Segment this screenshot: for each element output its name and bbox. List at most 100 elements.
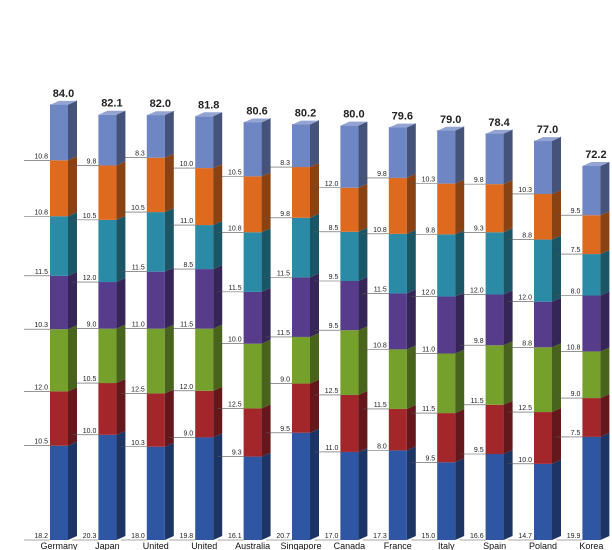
- bar-segment: [388, 233, 407, 294]
- bar-top-cap: [50, 100, 77, 105]
- bar-segment-side: [116, 215, 126, 283]
- bar-group: 17.3 8.0 11.5 10.8 11.5 10.8 9.8 79.6 France: [362, 111, 416, 550]
- segment-value-label: 12.0: [422, 290, 436, 297]
- segment-value-label: 9.0: [183, 430, 193, 437]
- category-label: Germany: [40, 541, 78, 550]
- segment-value-label: 9.5: [474, 447, 484, 454]
- bar-group: 19.89.012.011.58.511.010.081.8UnitedKing…: [169, 99, 223, 550]
- bar-segment-side: [68, 325, 77, 392]
- segment-value-label: 9.5: [329, 274, 339, 281]
- bar-segment: [292, 336, 310, 384]
- bar-total-label: 84.0: [53, 88, 74, 100]
- segment-value-label: 9.5: [571, 208, 581, 215]
- bar-segment-side: [503, 180, 513, 233]
- category-label: Japan: [95, 541, 120, 550]
- bar-segment: [98, 219, 117, 283]
- bar-top-cap: [437, 126, 465, 131]
- bar-segment: [340, 187, 359, 232]
- bar-segment: [340, 281, 359, 331]
- category-label: Korea: [579, 541, 603, 550]
- bar-segment: [50, 445, 68, 540]
- bar-segment-side: [261, 117, 271, 177]
- bar-segment: [195, 225, 214, 270]
- bar-segment: [437, 296, 456, 354]
- bar-segment-side: [503, 228, 513, 295]
- segment-value-label: 11.5: [374, 402, 387, 409]
- bar-segment-side: [310, 273, 319, 337]
- bar-segment-side: [503, 450, 513, 540]
- bar-segment: [50, 160, 68, 217]
- bar-segment-side: [261, 287, 271, 344]
- segment-value-label: 8.3: [135, 151, 145, 158]
- segment-value-label: 9.8: [377, 171, 387, 178]
- bar-top-cap: [243, 118, 271, 123]
- bar-segment: [485, 184, 504, 233]
- bar-total-label: 78.4: [488, 117, 510, 129]
- bar-segment: [146, 114, 165, 158]
- bar-segment: [485, 345, 504, 405]
- bar-segment: [437, 234, 456, 297]
- segment-value-label: 7.5: [571, 430, 581, 437]
- bar-top-cap: [340, 121, 368, 126]
- bar-segment-side: [68, 271, 77, 330]
- segment-value-label: 12.5: [325, 388, 339, 395]
- segment-value-label: 16.6: [470, 533, 484, 540]
- segment-value-label: 9.5: [329, 323, 339, 330]
- segment-value-label: 11.5: [180, 322, 193, 329]
- bar-segment: [243, 408, 262, 457]
- segment-value-label: 15.0: [422, 533, 436, 540]
- category-label: United: [191, 541, 217, 550]
- bar-segment: [50, 329, 68, 392]
- bar-total-label: 79.0: [440, 114, 461, 126]
- category-label: Poland: [529, 541, 557, 550]
- segment-value-label: 12.5: [228, 401, 242, 408]
- bar-segment: [437, 130, 456, 184]
- bar-segment: [195, 269, 214, 329]
- segment-value-label: 18.0: [131, 533, 145, 540]
- bar-segment: [485, 294, 504, 346]
- bar-segment-side: [552, 189, 561, 240]
- bar-segment: [98, 383, 117, 435]
- bar-segment-side: [600, 250, 610, 296]
- segment-value-label: 10.8: [373, 227, 387, 234]
- bar-segment: [485, 404, 504, 455]
- category-label: Singapore: [280, 541, 321, 550]
- bar-segment-side: [455, 179, 465, 235]
- bar-segment-side: [455, 230, 465, 297]
- bar-segment: [292, 277, 310, 337]
- segment-value-label: 7.5: [571, 247, 581, 254]
- bar-total-label: 72.2: [585, 149, 606, 161]
- category-label: Canada: [334, 541, 366, 550]
- bar-segment: [195, 390, 214, 438]
- segment-value-label: 12.0: [180, 384, 194, 391]
- bar-segment: [292, 383, 310, 433]
- bar-segment: [582, 398, 601, 437]
- bar-segment: [582, 295, 601, 352]
- bar-segment: [582, 166, 601, 216]
- bar-segment: [437, 462, 456, 540]
- bar-segment-side: [116, 430, 126, 540]
- bar-segment-side: [406, 173, 416, 234]
- bar-segment-side: [261, 452, 271, 540]
- segment-value-label: 10.0: [180, 161, 194, 168]
- bar-segment-side: [406, 345, 416, 409]
- segment-value-label: 10.8: [228, 225, 242, 232]
- bar-segment: [534, 239, 552, 302]
- segment-value-label: 10.8: [373, 342, 387, 349]
- bar-segment: [534, 193, 552, 240]
- bar-segment: [146, 328, 165, 394]
- segment-value-label: 10.3: [422, 177, 436, 184]
- segment-value-label: 20.7: [276, 533, 290, 540]
- bar-segment-side: [261, 339, 271, 409]
- bar-group: 16.6 9.5 11.5 9.8 12.0 9.3 9.8 78.4 Spain: [459, 117, 513, 550]
- segment-value-label: 10.5: [131, 205, 145, 212]
- bar-top-cap: [195, 112, 223, 117]
- segment-value-label: 12.0: [325, 181, 339, 188]
- bar-segment-side: [503, 129, 513, 185]
- bar-segment: [485, 454, 504, 540]
- segment-value-label: 8.5: [183, 262, 193, 269]
- segment-value-label: 9.3: [474, 225, 484, 232]
- bar-segment-side: [406, 446, 416, 540]
- bar-segment: [534, 347, 552, 413]
- bar-segment-side: [552, 297, 561, 348]
